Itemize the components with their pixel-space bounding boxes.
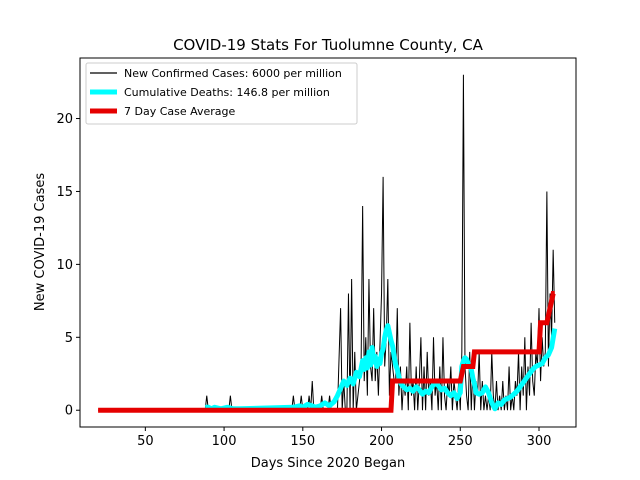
x-tick-label-100: 100: [212, 434, 237, 449]
y-tick-label-15: 15: [56, 185, 73, 200]
y-tick-label-5: 5: [65, 331, 73, 346]
x-tick-label-300: 300: [527, 434, 552, 449]
y-tick-label-0: 0: [65, 404, 73, 419]
x-axis-label: Days Since 2020 Began: [251, 456, 406, 471]
series-deaths-line: [205, 323, 558, 412]
legend-box: [85, 62, 358, 125]
axes: 50 100 150 200 250 300 0 5 10 15 20: [56, 112, 551, 449]
series-seven-day-average-line: [98, 291, 556, 413]
y-tick-label-20: 20: [56, 112, 73, 127]
x-tick-label-250: 250: [448, 434, 473, 449]
y-axis-label: New COVID-19 Cases: [33, 173, 48, 311]
legend-label-new-cases: New Confirmed Cases: 6000 per million: [124, 67, 342, 80]
plot-area: [98, 74, 558, 413]
chart-title: COVID-19 Stats For Tuolumne County, CA: [173, 36, 484, 54]
y-tick-label-10: 10: [56, 258, 73, 273]
legend: New Confirmed Cases: 6000 per million Cu…: [85, 62, 358, 125]
x-tick-label-50: 50: [137, 434, 154, 449]
x-tick-label-150: 150: [290, 434, 315, 449]
legend-label-deaths: Cumulative Deaths: 146.8 per million: [124, 86, 330, 99]
x-tick-label-200: 200: [369, 434, 394, 449]
legend-label-seven-day-average: 7 Day Case Average: [124, 105, 236, 118]
axes-frame: [79, 57, 577, 428]
